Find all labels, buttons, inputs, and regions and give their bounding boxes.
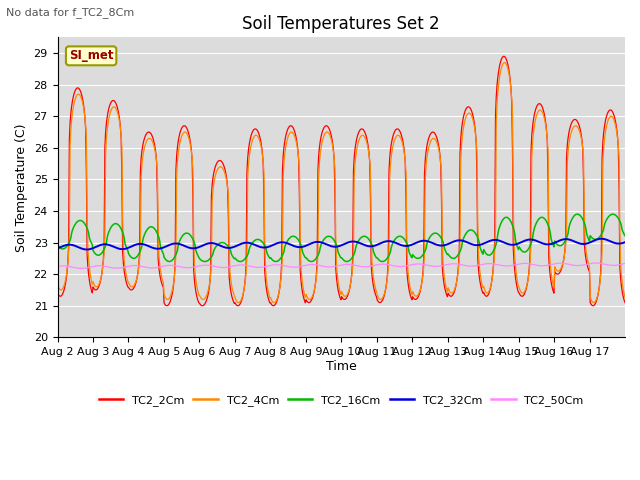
TC2_16Cm: [433, 230, 440, 236]
TC2_32Cm: [433, 242, 440, 248]
Line: TC2_50Cm: TC2_50Cm: [58, 263, 625, 268]
TC2_32Cm: [253, 243, 261, 249]
TC2_50Cm: [621, 261, 629, 266]
TC2_2Cm: [253, 128, 261, 133]
TC2_2Cm: [54, 290, 61, 296]
Line: TC2_2Cm: TC2_2Cm: [58, 56, 625, 306]
TC2_2Cm: [433, 133, 440, 139]
TC2_32Cm: [225, 245, 233, 251]
Text: No data for f_TC2_8Cm: No data for f_TC2_8Cm: [6, 7, 134, 18]
TC2_4Cm: [235, 300, 243, 305]
TC2_16Cm: [253, 237, 261, 242]
TC2_16Cm: [225, 245, 233, 251]
TC2_2Cm: [163, 303, 171, 309]
TC2_50Cm: [77, 265, 85, 271]
TC2_50Cm: [253, 264, 261, 270]
TC2_50Cm: [275, 262, 283, 268]
X-axis label: Time: Time: [326, 360, 356, 373]
TC2_4Cm: [275, 290, 283, 296]
TC2_4Cm: [120, 256, 128, 262]
TC2_2Cm: [275, 291, 283, 297]
Title: Soil Temperatures Set 2: Soil Temperatures Set 2: [243, 15, 440, 33]
TC2_4Cm: [225, 193, 232, 199]
TC2_32Cm: [621, 240, 629, 245]
TC2_16Cm: [120, 235, 128, 240]
Y-axis label: Soil Temperature (C): Soil Temperature (C): [15, 123, 28, 252]
TC2_50Cm: [591, 260, 599, 266]
TC2_16Cm: [401, 237, 408, 242]
Line: TC2_32Cm: TC2_32Cm: [58, 239, 625, 250]
TC2_2Cm: [225, 274, 233, 280]
TC2_4Cm: [500, 60, 508, 65]
Text: SI_met: SI_met: [69, 49, 113, 62]
TC2_32Cm: [121, 246, 129, 252]
TC2_50Cm: [433, 264, 440, 269]
TC2_16Cm: [574, 211, 582, 217]
Line: TC2_16Cm: TC2_16Cm: [58, 214, 625, 262]
TC2_2Cm: [401, 151, 408, 156]
TC2_32Cm: [275, 240, 283, 246]
TC2_50Cm: [121, 264, 129, 270]
TC2_4Cm: [401, 152, 408, 158]
TC2_4Cm: [621, 294, 629, 300]
Legend: TC2_2Cm, TC2_4Cm, TC2_16Cm, TC2_32Cm, TC2_50Cm: TC2_2Cm, TC2_4Cm, TC2_16Cm, TC2_32Cm, TC…: [94, 391, 588, 411]
TC2_50Cm: [225, 264, 233, 270]
TC2_2Cm: [120, 267, 128, 273]
TC2_16Cm: [165, 259, 173, 264]
TC2_50Cm: [401, 264, 408, 269]
TC2_32Cm: [83, 247, 91, 252]
TC2_4Cm: [253, 133, 261, 139]
TC2_16Cm: [275, 257, 283, 263]
TC2_32Cm: [401, 243, 408, 249]
TC2_50Cm: [54, 264, 61, 269]
Line: TC2_4Cm: TC2_4Cm: [58, 62, 625, 302]
TC2_2Cm: [500, 53, 508, 59]
TC2_2Cm: [621, 300, 629, 305]
TC2_16Cm: [621, 233, 629, 239]
TC2_16Cm: [54, 242, 61, 248]
TC2_32Cm: [598, 236, 605, 241]
TC2_4Cm: [433, 138, 440, 144]
TC2_32Cm: [54, 246, 61, 252]
TC2_4Cm: [54, 281, 61, 287]
